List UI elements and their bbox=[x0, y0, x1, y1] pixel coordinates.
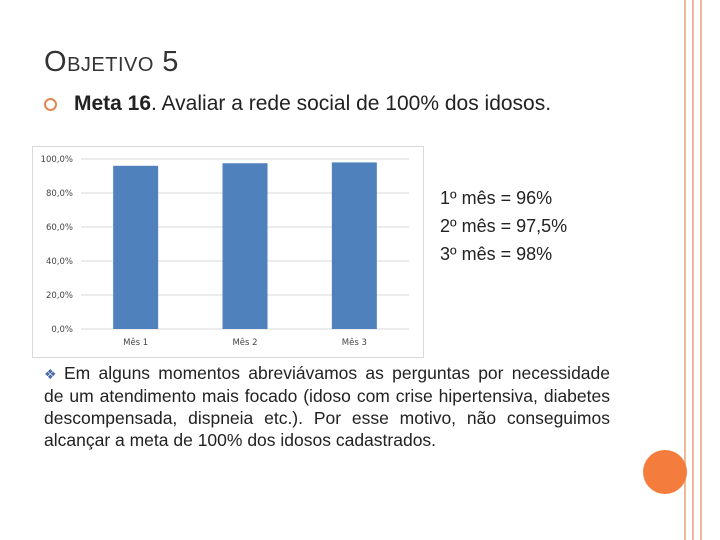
goal-label: Meta 16 bbox=[74, 92, 152, 115]
y-tick-label: 20,0% bbox=[46, 291, 73, 301]
result-month-2: 2º mês = 97,5% bbox=[440, 216, 568, 236]
decorative-line bbox=[700, 0, 702, 540]
accent-circle bbox=[643, 450, 687, 494]
x-tick-label: Mês 2 bbox=[232, 337, 257, 348]
goal-text: Meta 16. Avaliar a rede social de 100% d… bbox=[74, 92, 551, 116]
title-rest: BJETIVO bbox=[67, 54, 154, 76]
x-tick-label: Mês 3 bbox=[342, 337, 367, 348]
goal-description: . Avaliar a rede social de 100% dos idos… bbox=[151, 92, 552, 115]
ring-bullet-icon bbox=[44, 98, 57, 111]
diamond-bullet-icon: ❖ bbox=[44, 366, 57, 382]
decorative-line bbox=[692, 0, 694, 540]
y-tick-label: 60,0% bbox=[46, 223, 73, 233]
result-month-1: 1º mês = 96% bbox=[440, 188, 553, 208]
chart-canvas: 0,0% 20,0% 40,0% 60,0% 80,0% 100,0% Mês 1 Mês 2… bbox=[41, 155, 409, 348]
y-tick-label: 0,0% bbox=[51, 325, 73, 335]
bar bbox=[113, 165, 159, 329]
bar bbox=[222, 163, 268, 329]
title-initial: O bbox=[44, 46, 68, 78]
title-number: 5 bbox=[162, 46, 179, 78]
result-month-3: 3º mês = 98% bbox=[440, 244, 553, 264]
slide-title: OBJETIVO 5 bbox=[44, 46, 179, 79]
monthly-results: 1º mês = 96% 2º mês = 97,5% 3º mês = 98% bbox=[440, 184, 567, 268]
x-tick-label: Mês 1 bbox=[123, 337, 148, 348]
bar-chart: 0,0% 20,0% 40,0% 60,0% 80,0% 100,0% Mês 1 Mês 2… bbox=[32, 146, 424, 358]
y-tick-label: 80,0% bbox=[46, 189, 73, 199]
explanation-paragraph: ❖ Em alguns momentos abreviávamos as perg… bbox=[44, 362, 610, 451]
decorative-line bbox=[684, 0, 686, 540]
explanation-text: Em alguns momentos abreviávamos as pergu… bbox=[44, 363, 610, 450]
y-tick-label: 100,0% bbox=[41, 155, 73, 165]
y-tick-label: 40,0% bbox=[46, 257, 73, 267]
bar bbox=[331, 162, 377, 329]
